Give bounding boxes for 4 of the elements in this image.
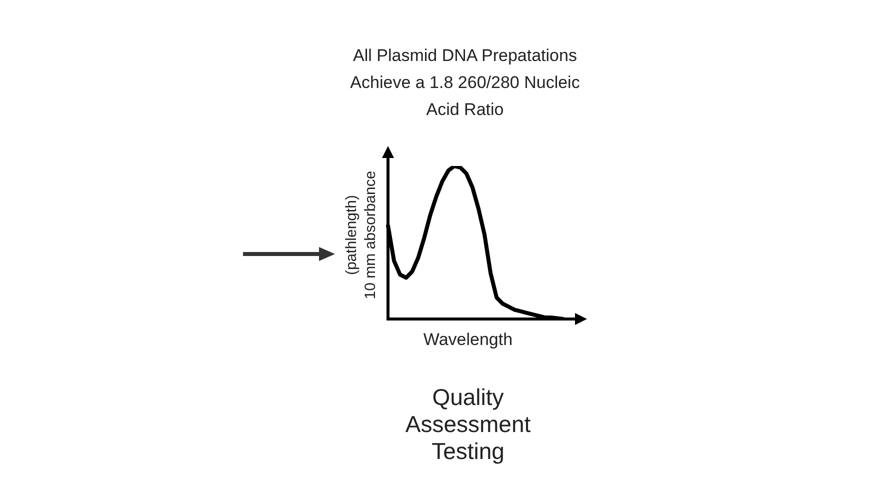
y-axis-title: (pathlength) 10 mm absorbance xyxy=(342,170,380,302)
chart-title: All Plasmid DNA Prepatations Achieve a 1.8 260/280 Nucleic Acid Ratio xyxy=(349,45,581,121)
text: Quality Assessment Testing xyxy=(404,384,532,465)
x-axis-title: Wavelength xyxy=(422,330,514,350)
